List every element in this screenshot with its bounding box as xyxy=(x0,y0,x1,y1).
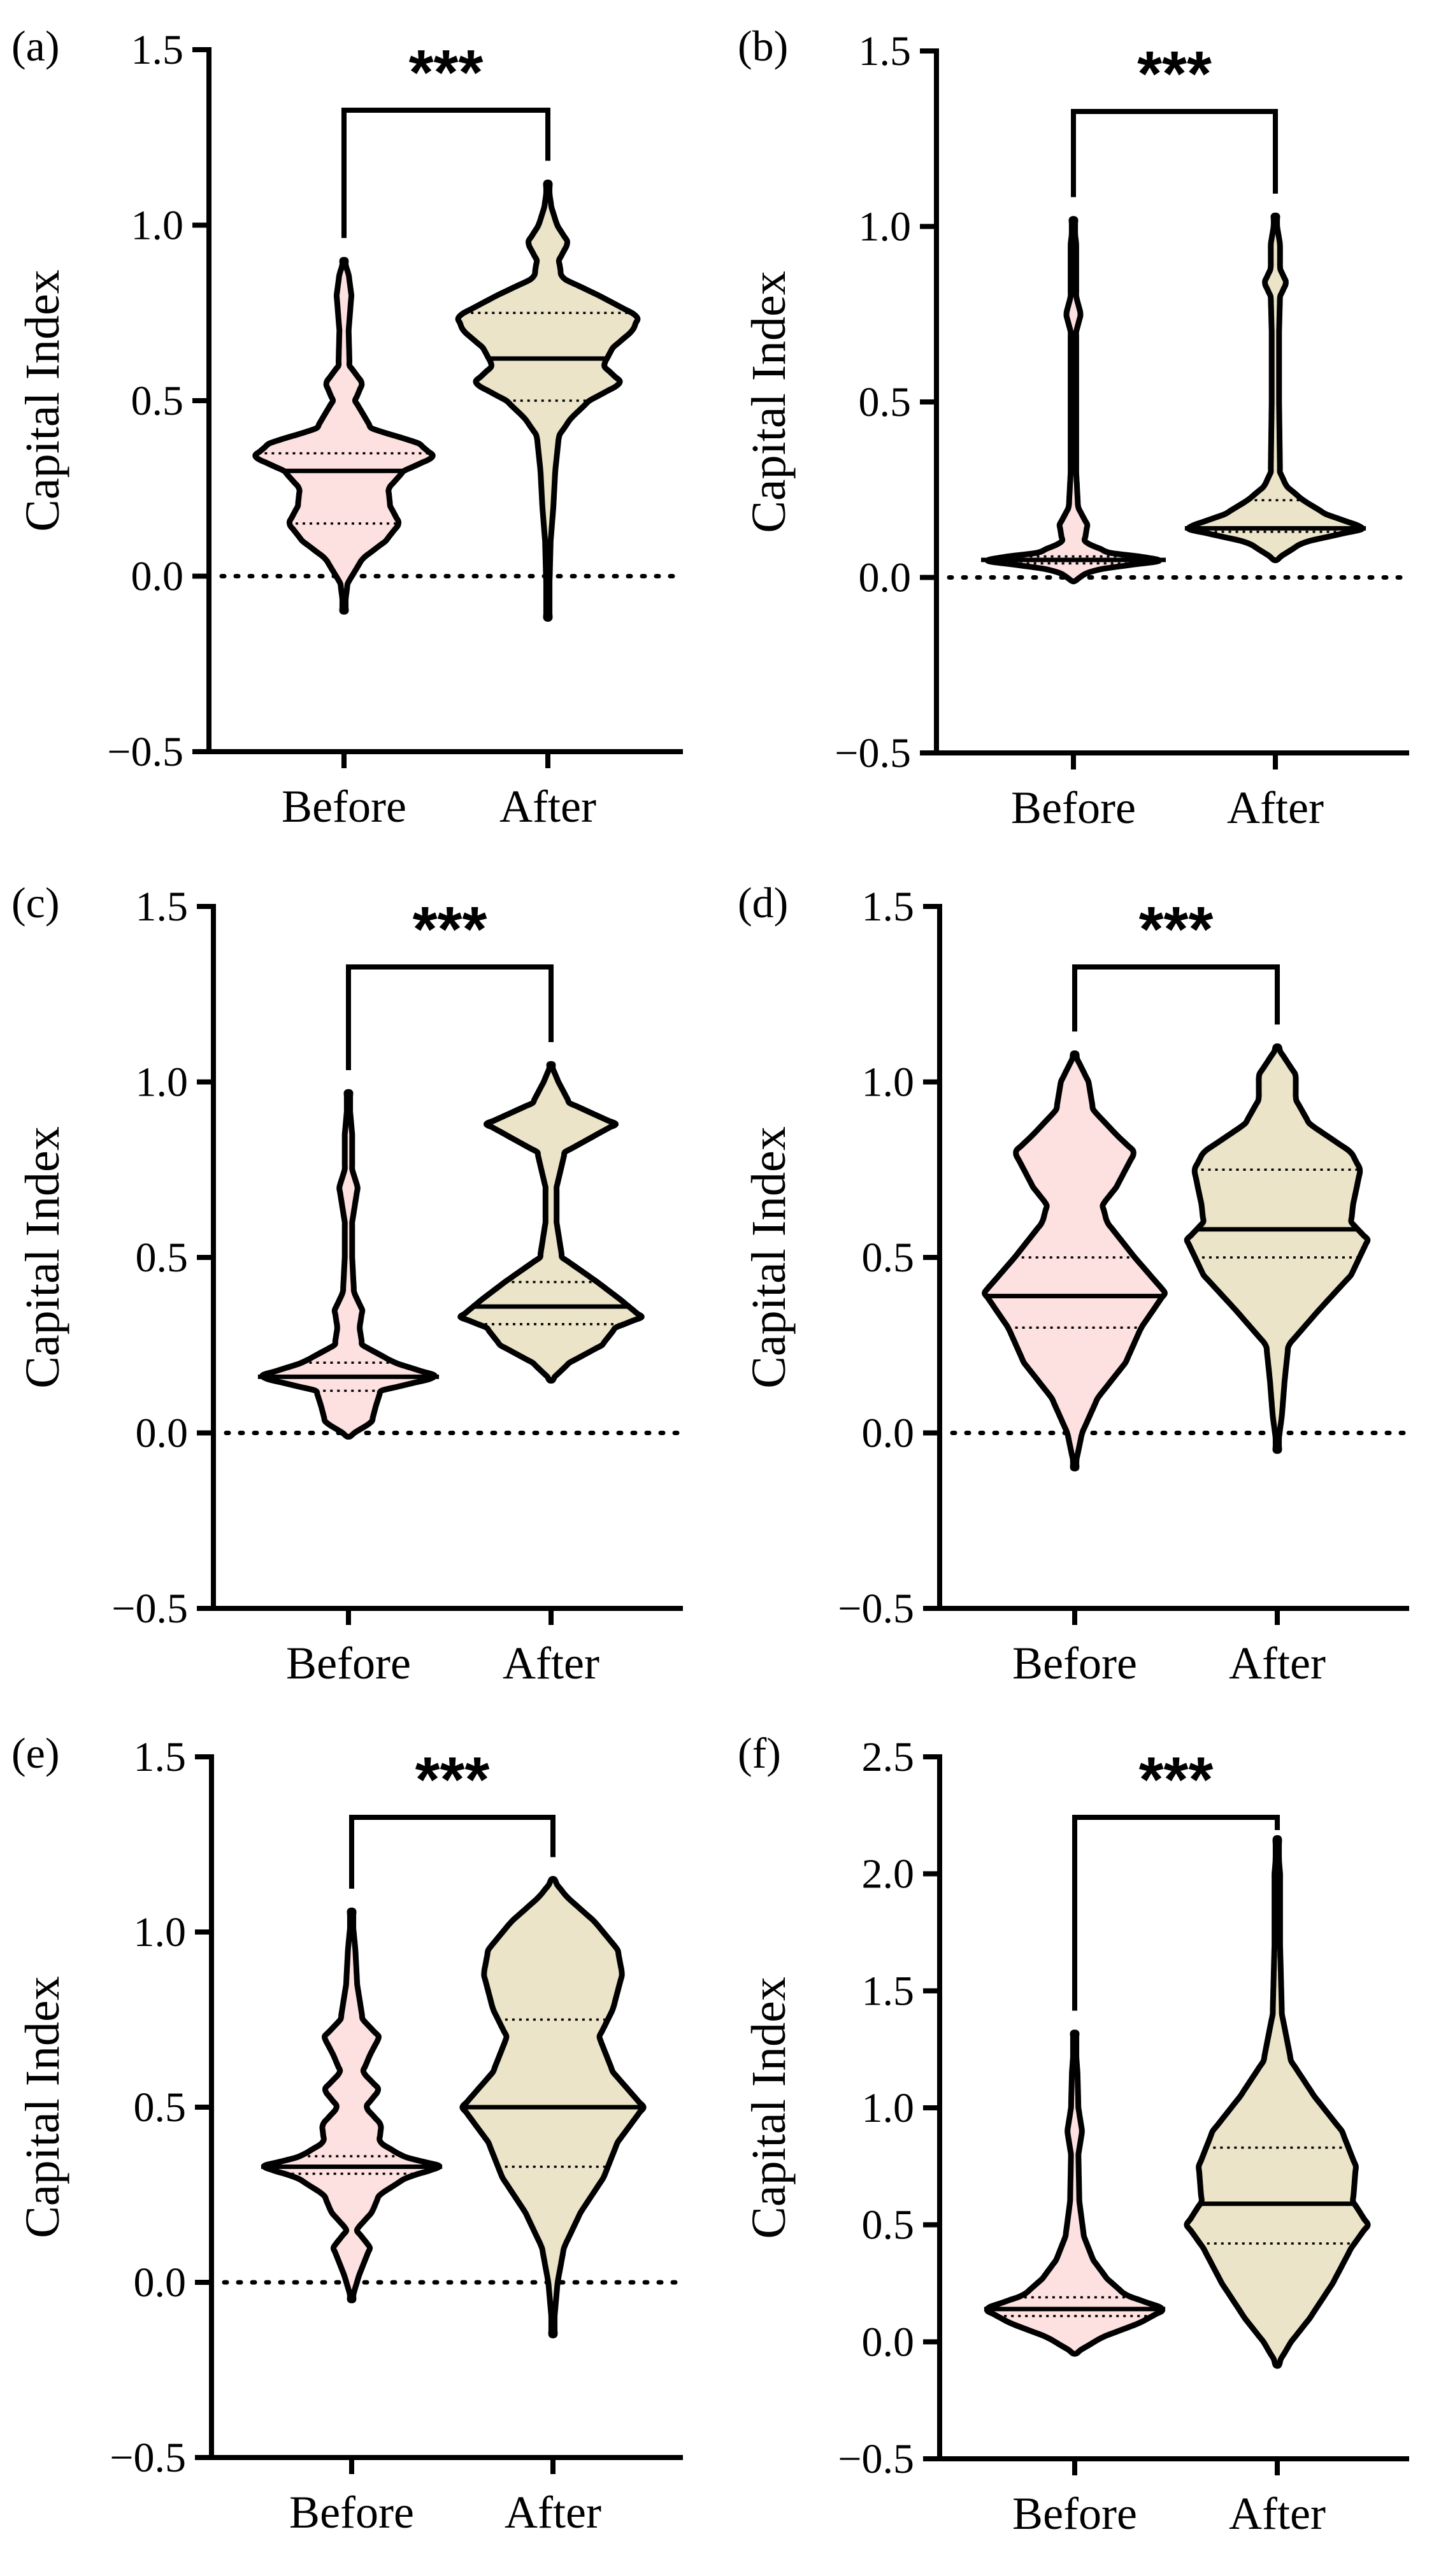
y-tick-label: 0.5 xyxy=(134,2084,187,2131)
significance-label: *** xyxy=(413,894,487,965)
y-axis-label: Capital Index xyxy=(16,269,69,532)
panel-e: (e) Capital Index −0.5 0.0 0.5 1.0 1.5 Before Af… xyxy=(11,1729,683,2538)
violin-before xyxy=(985,216,1162,585)
significance-label: *** xyxy=(415,1744,490,1815)
significance-bracket xyxy=(341,108,550,238)
significance-bracket xyxy=(346,964,554,1071)
y-tick-label: 1.0 xyxy=(131,203,184,249)
y-tick-label: 1.5 xyxy=(134,1734,187,1780)
violin-before xyxy=(984,2029,1166,2357)
violin-before xyxy=(252,257,436,615)
panel-label: (c) xyxy=(11,878,59,927)
y-tick-label: 1.5 xyxy=(862,884,915,930)
significance-bracket xyxy=(1072,964,1280,1032)
y-tick-label: 0.0 xyxy=(131,554,184,600)
significance-label: *** xyxy=(1137,38,1212,110)
panel-label: (b) xyxy=(738,22,788,70)
significance-bracket xyxy=(349,1815,556,1889)
y-axis-label: Capital Index xyxy=(742,271,796,533)
y-tick-label: 0.5 xyxy=(862,1234,915,1281)
y-tick-label: 0.0 xyxy=(859,555,912,601)
x-category-label-before: Before xyxy=(1012,2488,1137,2539)
violin-after xyxy=(455,179,641,622)
x-category-label-before: Before xyxy=(289,2487,414,2538)
panel-b: (b) Capital Index −0.5 0.0 0.5 1.0 1.5 Before Af… xyxy=(738,22,1409,833)
panel-label: (a) xyxy=(11,22,59,70)
significance-label: *** xyxy=(1139,1744,1214,1815)
y-tick-label: 0.0 xyxy=(134,2259,187,2306)
violin-before xyxy=(259,1089,438,1440)
y-tick-label: 1.5 xyxy=(859,28,912,75)
y-tick-label: 0.5 xyxy=(859,379,912,426)
y-axis-label: Capital Index xyxy=(16,1976,69,2238)
y-tick-label: 1.0 xyxy=(134,1909,187,1956)
violin-after xyxy=(1184,1043,1371,1454)
panel-f: (f) Capital Index −0.5 0.0 0.5 1.0 1.5 2.0 2.5 Be… xyxy=(738,1729,1409,2539)
y-tick-label: −0.5 xyxy=(107,729,183,775)
y-tick-label: 0.0 xyxy=(862,2319,915,2365)
y-tick-label: 1.5 xyxy=(131,27,184,73)
y-tick-label: −0.5 xyxy=(835,730,911,776)
panel-label: (e) xyxy=(11,1729,59,1777)
panel-label: (d) xyxy=(738,878,788,927)
y-tick-label: 2.5 xyxy=(862,1734,915,1780)
panel-d: (d) Capital Index −0.5 0.0 0.5 1.0 1.5 Before Af… xyxy=(738,878,1409,1689)
panel-c: (c) Capital Index −0.5 0.0 0.5 1.0 1.5 Before Af… xyxy=(11,878,683,1689)
significance-bracket xyxy=(1071,109,1278,197)
y-tick-label: −0.5 xyxy=(838,1585,914,1632)
significance-label: *** xyxy=(409,37,484,108)
panel-a: (a) Capital Index −0.5 0.0 0.5 1.0 1.5 Before Af… xyxy=(11,22,683,832)
y-tick-label: 1.5 xyxy=(136,884,189,930)
x-category-label-before: Before xyxy=(282,781,406,832)
violin-before xyxy=(261,1907,443,2303)
y-tick-label: 0.0 xyxy=(862,1410,915,1457)
y-tick-label: 1.0 xyxy=(136,1059,189,1106)
y-tick-label: 2.0 xyxy=(862,1851,915,1898)
significance-bracket xyxy=(1072,1815,1280,2011)
x-category-label-after: After xyxy=(1229,1638,1326,1689)
x-category-label-after: After xyxy=(499,781,596,832)
panel-label: (f) xyxy=(738,1729,781,1777)
violin-after xyxy=(1184,1835,1371,2369)
y-tick-label: 1.0 xyxy=(862,1059,915,1106)
y-tick-label: 1.0 xyxy=(859,204,912,250)
y-axis-label: Capital Index xyxy=(742,1126,796,1389)
significance-label: *** xyxy=(1139,894,1214,965)
x-category-label-before: Before xyxy=(1011,782,1136,833)
violin-after xyxy=(1186,212,1365,564)
y-tick-label: −0.5 xyxy=(110,2435,186,2481)
y-axis-label: Capital Index xyxy=(16,1126,69,1389)
y-tick-label: 0.5 xyxy=(131,378,184,424)
x-category-label-after: After xyxy=(1227,782,1324,833)
y-tick-label: 1.5 xyxy=(862,1968,915,2014)
y-tick-label: −0.5 xyxy=(111,1585,188,1632)
y-tick-label: 0.5 xyxy=(862,2202,915,2249)
y-axis-label: Capital Index xyxy=(742,1977,796,2239)
y-tick-label: 0.5 xyxy=(136,1234,189,1281)
violin-after xyxy=(457,1061,645,1384)
x-category-label-after: After xyxy=(505,2487,601,2538)
y-tick-label: 1.0 xyxy=(862,2085,915,2131)
y-tick-label: −0.5 xyxy=(838,2436,914,2482)
violin-before xyxy=(982,1050,1168,1471)
x-category-label-before: Before xyxy=(1012,1638,1137,1689)
x-category-label-before: Before xyxy=(286,1638,411,1689)
x-category-label-after: After xyxy=(1229,2488,1326,2539)
x-category-label-after: After xyxy=(503,1638,599,1689)
y-tick-label: 0.0 xyxy=(136,1410,189,1457)
